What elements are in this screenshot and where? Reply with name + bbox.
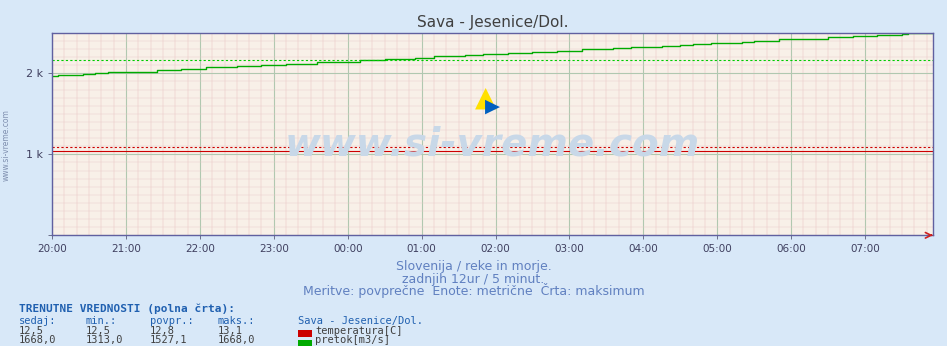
- Text: 12,5: 12,5: [19, 326, 44, 336]
- Text: 1527,1: 1527,1: [150, 335, 188, 345]
- Text: ▲: ▲: [474, 84, 496, 112]
- Text: www.si-vreme.com: www.si-vreme.com: [285, 125, 700, 163]
- Text: temperatura[C]: temperatura[C]: [315, 326, 402, 336]
- Text: www.si-vreme.com: www.si-vreme.com: [2, 109, 11, 181]
- Text: Slovenija / reke in morje.: Slovenija / reke in morje.: [396, 260, 551, 273]
- Text: 12,8: 12,8: [150, 326, 174, 336]
- Text: sedaj:: sedaj:: [19, 316, 57, 326]
- Text: 12,5: 12,5: [85, 326, 110, 336]
- Text: 13,1: 13,1: [218, 326, 242, 336]
- Text: Meritve: povprečne  Enote: metrične  Črta: maksimum: Meritve: povprečne Enote: metrične Črta:…: [303, 283, 644, 299]
- Text: Sava - Jesenice/Dol.: Sava - Jesenice/Dol.: [298, 316, 423, 326]
- Text: 1668,0: 1668,0: [218, 335, 256, 345]
- Text: 1668,0: 1668,0: [19, 335, 57, 345]
- Text: TRENUTNE VREDNOSTI (polna črta):: TRENUTNE VREDNOSTI (polna črta):: [19, 303, 235, 314]
- Title: Sava - Jesenice/Dol.: Sava - Jesenice/Dol.: [417, 15, 568, 30]
- Text: povpr.:: povpr.:: [150, 316, 193, 326]
- Text: maks.:: maks.:: [218, 316, 256, 326]
- Text: 1313,0: 1313,0: [85, 335, 123, 345]
- Text: pretok[m3/s]: pretok[m3/s]: [315, 335, 390, 345]
- Text: zadnjih 12ur / 5 minut.: zadnjih 12ur / 5 minut.: [402, 273, 545, 286]
- Text: ▶: ▶: [485, 96, 500, 115]
- Text: min.:: min.:: [85, 316, 116, 326]
